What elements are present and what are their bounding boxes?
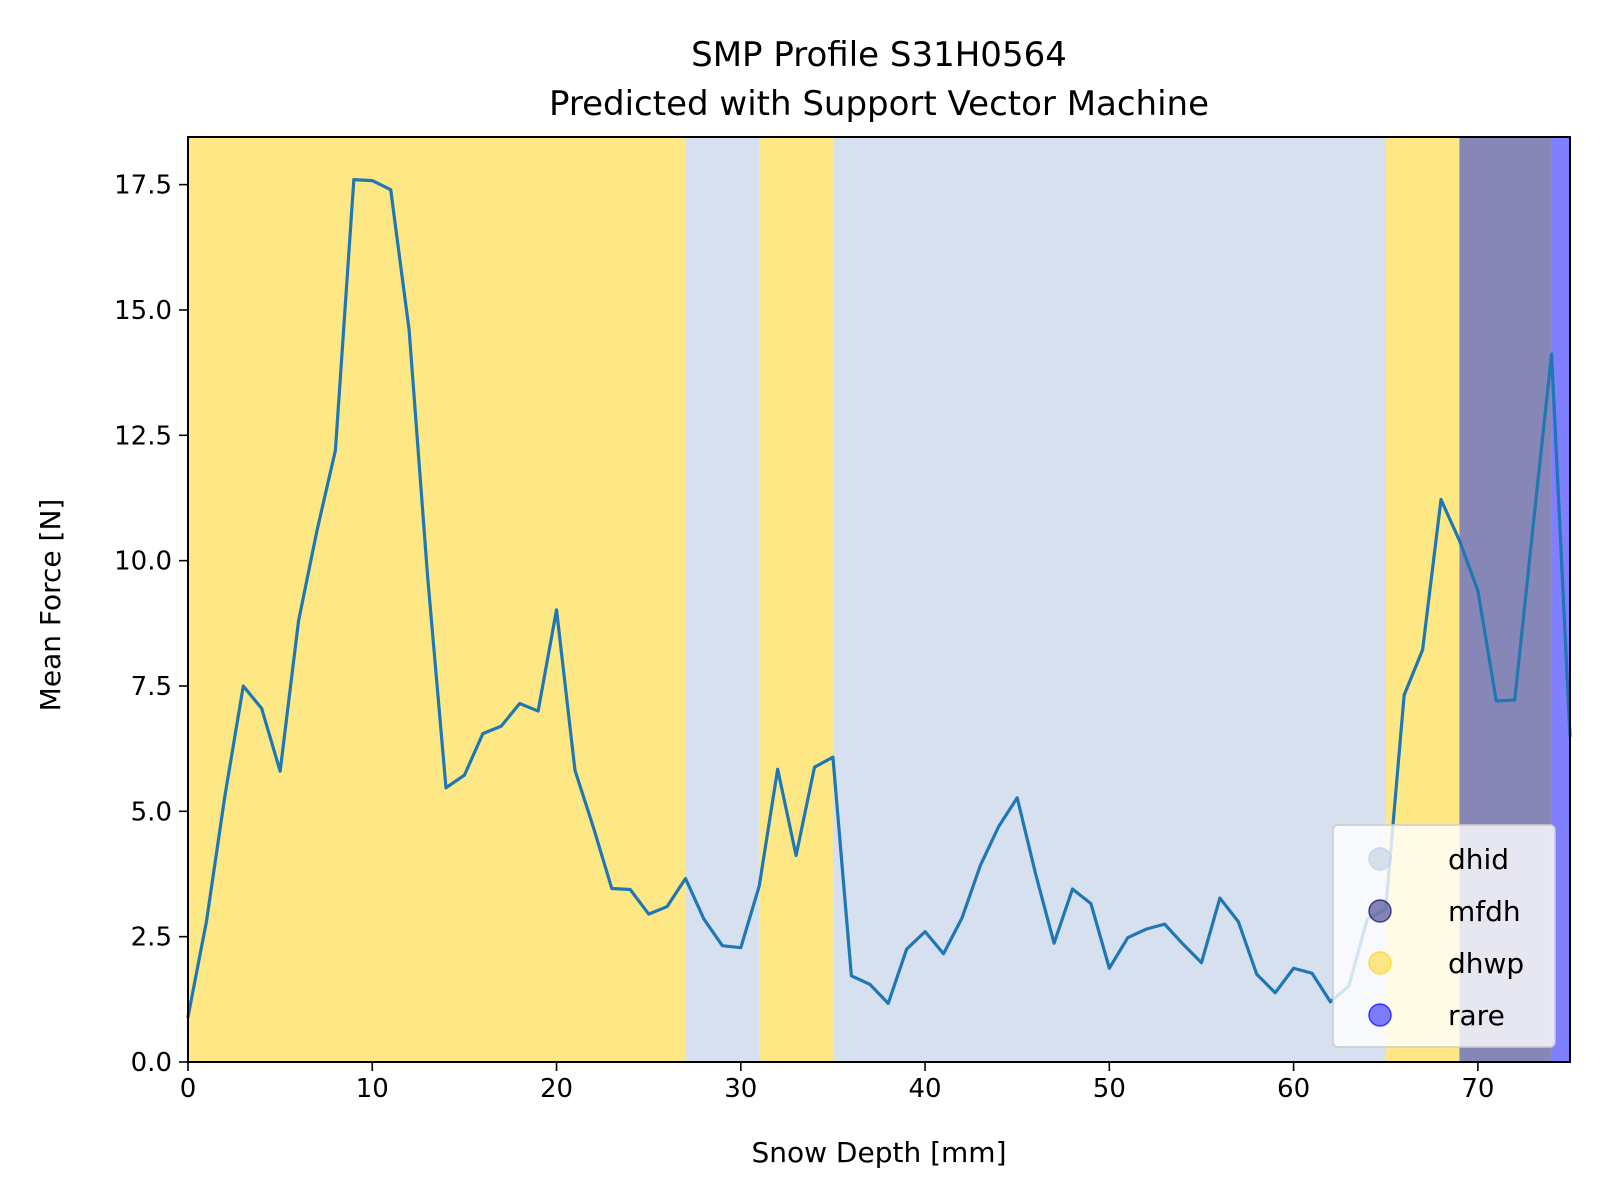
legend-label-dhid: dhid	[1448, 843, 1509, 876]
y-tick-label: 0.0	[131, 1048, 172, 1078]
y-tick-label: 5.0	[131, 797, 172, 827]
x-axis-label: Snow Depth [mm]	[751, 1136, 1006, 1169]
y-tick-label: 12.5	[114, 421, 172, 451]
x-tick-label: 0	[180, 1074, 197, 1104]
x-tick-label: 50	[1093, 1074, 1126, 1104]
x-tick-label: 10	[356, 1074, 389, 1104]
legend-marker-rare	[1368, 1003, 1392, 1027]
legend-label-rare: rare	[1448, 999, 1505, 1032]
legend-box	[1332, 824, 1556, 1048]
region-dhwp-0	[188, 137, 686, 1062]
x-tick-label: 30	[724, 1074, 757, 1104]
y-tick-label: 2.5	[131, 923, 172, 953]
legend-marker-mfdh	[1368, 899, 1392, 923]
region-rare-6	[1551, 137, 1570, 1062]
y-axis-ticks: 0.0 2.5 5.0 7.5 10.0 12.5 15.0 17.5	[114, 171, 188, 1078]
y-tick-label: 15.0	[114, 296, 172, 326]
y-tick-label: 17.5	[114, 171, 172, 201]
x-axis-ticks: 0 10 20 30 40 50 60 70	[180, 1062, 1494, 1104]
x-tick-label: 60	[1277, 1074, 1310, 1104]
legend-label-mfdh: mfdh	[1448, 895, 1521, 928]
legend-label-dhwp: dhwp	[1448, 947, 1524, 980]
legend: dhid mfdh dhwp rare	[1332, 824, 1556, 1048]
region-dhid-3	[832, 137, 1386, 1062]
plot-frame	[187, 136, 1571, 1063]
legend-marker-dhwp	[1368, 951, 1392, 975]
y-axis-label: Mean Force [N]	[34, 499, 67, 712]
x-tick-label: 70	[1461, 1074, 1494, 1104]
region-dhwp-2	[759, 137, 833, 1062]
y-tick-label: 7.5	[131, 672, 172, 702]
x-tick-label: 20	[540, 1074, 573, 1104]
chart-title: SMP Profile S31H0564	[691, 35, 1067, 75]
x-tick-label: 40	[909, 1074, 942, 1104]
y-tick-label: 10.0	[114, 547, 172, 577]
chart-subtitle: Predicted with Support Vector Machine	[549, 84, 1209, 124]
legend-marker-dhid	[1368, 847, 1392, 871]
